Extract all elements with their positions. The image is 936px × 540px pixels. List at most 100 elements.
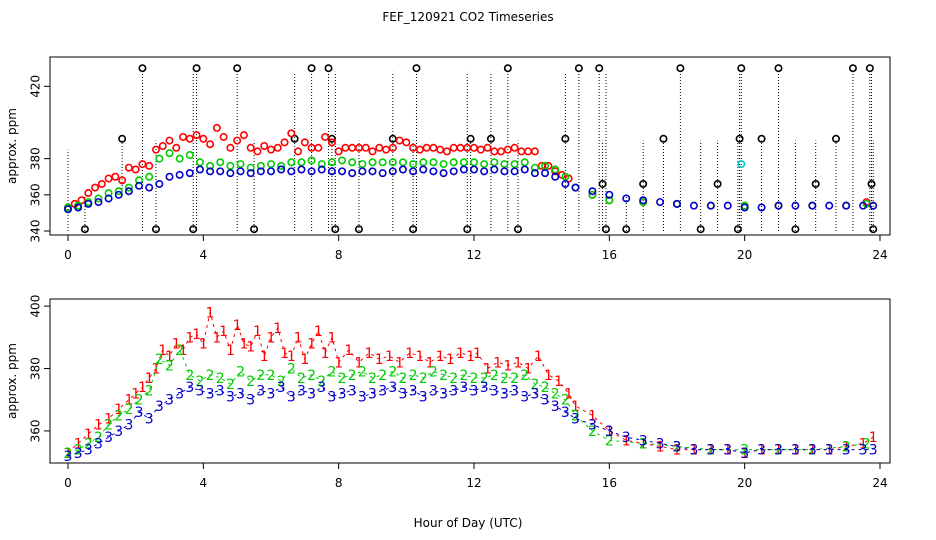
series-glyph-point: 2 [470, 371, 479, 387]
series-glyph-point: 1 [473, 346, 482, 362]
series-glyph-point: 3 [287, 390, 296, 406]
data-point [469, 165, 478, 174]
series-glyph-point: 1 [273, 321, 282, 337]
series-glyph-point: 1 [415, 349, 424, 365]
series-glyph-point: 3 [825, 443, 834, 459]
figure-title: FEF_120921 CO2 Timeseries [382, 10, 553, 24]
data-point [561, 134, 570, 143]
y-tick-label: 400 [29, 295, 43, 318]
data-point [239, 131, 248, 140]
data-point [541, 161, 550, 170]
series-glyph-point: 3 [859, 443, 868, 459]
series-glyph-point: 1 [740, 446, 749, 462]
x-tick-label: 16 [602, 476, 617, 490]
series-glyph-point: 1 [493, 355, 502, 371]
series-glyph-point: 1 [192, 327, 201, 343]
data-point [429, 143, 438, 152]
data-point [94, 198, 103, 207]
series-glyph-point: 3 [216, 383, 225, 399]
data-point [165, 136, 174, 145]
data-point [622, 194, 631, 203]
series-glyph-point: 2 [64, 446, 73, 462]
series-glyph-point: 3 [673, 440, 682, 456]
series-glyph-point: 1 [327, 330, 336, 346]
data-point [842, 201, 851, 210]
data-point [206, 167, 215, 176]
data-point [740, 203, 749, 212]
series-glyph-point: 3 [297, 383, 306, 399]
series-glyph-point: 3 [155, 399, 164, 415]
series-glyph-point: 1 [152, 362, 161, 378]
data-point [696, 225, 705, 234]
data-point [104, 174, 113, 183]
data-point [449, 158, 458, 167]
data-point [672, 199, 681, 208]
data-point [639, 196, 648, 205]
series-glyph-point: 3 [114, 424, 123, 440]
series-glyph-point: 2 [84, 436, 93, 452]
data-point [659, 134, 668, 143]
series-glyph-point: 2 [327, 365, 336, 381]
data-point [111, 172, 120, 181]
series-glyph-point: 1 [365, 346, 374, 362]
data-point [64, 205, 73, 214]
data-point [199, 134, 208, 143]
series-glyph-point: 2 [246, 374, 255, 390]
series-glyph-point: 2 [317, 374, 326, 390]
data-point [869, 201, 878, 210]
data-point [266, 145, 275, 154]
data-point [307, 64, 316, 73]
data-point [145, 161, 154, 170]
data-point [774, 64, 783, 73]
data-point [307, 167, 316, 176]
series-glyph-point: 2 [605, 433, 614, 449]
data-point [219, 132, 228, 141]
data-point [588, 190, 597, 199]
x-tick-label: 0 [64, 248, 72, 262]
series-glyph-point: 2 [206, 368, 215, 384]
series-glyph-point: 1 [544, 368, 553, 384]
data-point [151, 145, 160, 154]
data-point [135, 176, 144, 185]
series-glyph-point: 2 [419, 371, 428, 387]
series-glyph-point: 1 [842, 440, 851, 456]
series-glyph-point: 1 [226, 343, 235, 359]
series-glyph-point: 3 [246, 393, 255, 409]
data-point [195, 165, 204, 174]
data-point [388, 158, 397, 167]
series-glyph-point: 3 [774, 443, 783, 459]
series-glyph-point: 2 [588, 424, 597, 440]
data-point [327, 158, 336, 167]
series-glyph-point: 1 [808, 443, 817, 459]
series-glyph-point: 1 [405, 346, 414, 362]
data-point [409, 167, 418, 176]
data-point [185, 169, 194, 178]
series-glyph-point: 3 [104, 430, 113, 446]
data-point [317, 165, 326, 174]
data-point [348, 169, 357, 178]
data-point [226, 169, 235, 178]
series-glyph-point: 2 [236, 365, 245, 381]
data-point [439, 169, 448, 178]
series-glyph-point: 3 [541, 393, 550, 409]
series-glyph-point: 1 [436, 349, 445, 365]
y-tick-label: 340 [29, 220, 43, 243]
data-point [605, 190, 614, 199]
data-point [510, 143, 519, 152]
data-point [733, 225, 742, 234]
data-point [287, 167, 296, 176]
data-point [118, 134, 127, 143]
data-point [398, 158, 407, 167]
series-glyph-point: 1 [104, 411, 113, 427]
series-glyph-point: 3 [520, 390, 529, 406]
series-glyph-point: 1 [138, 380, 147, 396]
series-glyph-point: 1 [280, 346, 289, 362]
data-point [544, 161, 553, 170]
series-glyph-point: 3 [429, 383, 438, 399]
data-point [791, 225, 800, 234]
data-point [737, 160, 746, 169]
series-glyph-point: 1 [260, 349, 269, 365]
series-glyph-point: 2 [429, 365, 438, 381]
data-point [334, 147, 343, 156]
series-glyph-point: 3 [195, 383, 204, 399]
